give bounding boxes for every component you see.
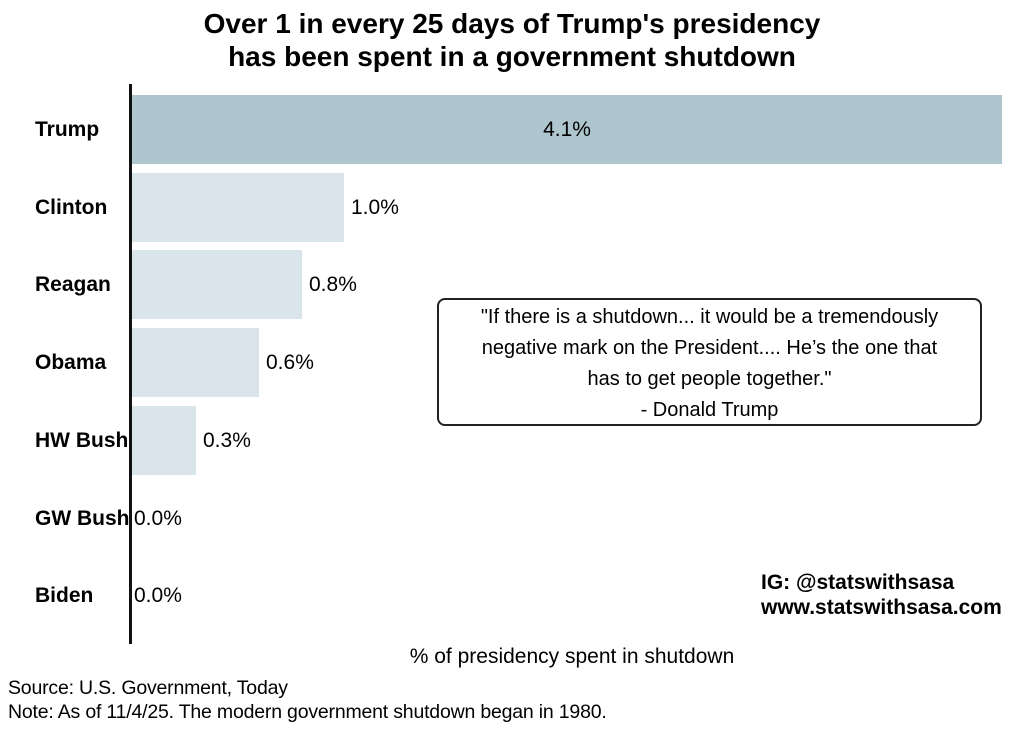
social-handles: IG: @statswithsasa www.statswithsasa.com — [761, 570, 1002, 620]
category-label-gw-bush: GW Bush — [35, 506, 130, 530]
value-label-biden: 0.0% — [134, 583, 182, 607]
category-label-biden: Biden — [35, 583, 94, 607]
value-label-clinton: 1.0% — [351, 195, 399, 219]
date-note: Note: As of 11/4/25. The modern governme… — [8, 701, 607, 723]
footer: Source: U.S. Government, Today Note: As … — [8, 676, 607, 724]
value-label-hw-bush: 0.3% — [203, 428, 251, 452]
bar-reagan — [132, 250, 302, 319]
category-label-hw-bush: HW Bush — [35, 428, 129, 452]
quote-line: has to get people together." — [587, 368, 832, 390]
chart-title: Over 1 in every 25 days of Trump's presi… — [0, 7, 1024, 73]
category-label-obama: Obama — [35, 350, 107, 374]
value-label-reagan: 0.8% — [309, 272, 357, 296]
website-url: www.statswithsasa.com — [761, 596, 1002, 619]
quote-box: "If there is a shutdown... it would be a… — [437, 298, 982, 426]
category-label-reagan: Reagan — [35, 272, 111, 296]
instagram-handle: IG: @statswithsasa — [761, 571, 955, 594]
chart-title-line2: has been spent in a government shutdown — [228, 41, 796, 72]
y-axis-line — [129, 84, 132, 644]
quote-attribution: - Donald Trump — [640, 399, 779, 421]
quote-line: "If there is a shutdown... it would be a… — [480, 306, 939, 328]
x-axis-label: % of presidency spent in shutdown — [409, 645, 735, 668]
quote-line: negative mark on the President.... He’s … — [481, 337, 938, 359]
category-label-trump: Trump — [35, 117, 100, 141]
chart-title-line1: Over 1 in every 25 days of Trump's presi… — [203, 8, 821, 39]
bar-hw-bush — [132, 406, 196, 475]
bar-obama — [132, 328, 259, 397]
bar-clinton — [132, 173, 344, 242]
source-note: Source: U.S. Government, Today — [8, 677, 288, 699]
category-label-clinton: Clinton — [35, 195, 108, 219]
value-label-obama: 0.6% — [266, 350, 314, 374]
value-label-trump: 4.1% — [543, 117, 591, 141]
value-label-gw-bush: 0.0% — [134, 506, 182, 530]
bar-trump — [132, 95, 1002, 164]
